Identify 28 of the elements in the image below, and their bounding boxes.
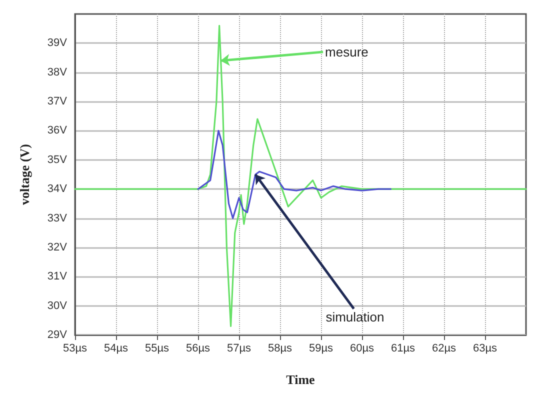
y-tick-label: 34V: [47, 183, 68, 196]
y-tick-label: 30V: [47, 300, 68, 312]
x-tick-label: 53µs: [62, 342, 88, 354]
x-tick-label: 61µs: [390, 342, 416, 354]
y-tick-label: 32V: [47, 241, 68, 254]
line-series: [197, 130, 392, 220]
y-tick-label: 31V: [47, 270, 68, 283]
y-tick-label: 39V: [47, 37, 68, 50]
y-tick-label: 36V: [47, 124, 68, 137]
x-axis-title: Time: [286, 372, 316, 387]
x-tick-label: 54µs: [104, 342, 129, 354]
y-axis-title: voltage (V): [17, 144, 32, 206]
y-tick-label: 29V: [47, 329, 68, 341]
y-tick-label: 37V: [47, 96, 68, 108]
x-tick-label: 62µs: [432, 342, 457, 354]
x-tick-label: 60µs: [350, 342, 375, 354]
x-tick-label: 63µs: [472, 342, 498, 354]
x-tick-label: 58µs: [268, 342, 293, 354]
y-tick-label: 35V: [47, 154, 68, 166]
annotation: simulation: [326, 309, 384, 324]
x-tick-label: 55µs: [144, 342, 170, 354]
x-tick-label: 59µs: [308, 342, 334, 354]
line-series: [74, 24, 527, 328]
x-tick-label: 56µs: [186, 342, 211, 354]
x-tick-label: 57µs: [226, 342, 252, 354]
annotation: mesure: [325, 44, 368, 60]
y-tick-label: 38V: [47, 66, 68, 78]
y-tick-label: 33V: [47, 212, 68, 224]
